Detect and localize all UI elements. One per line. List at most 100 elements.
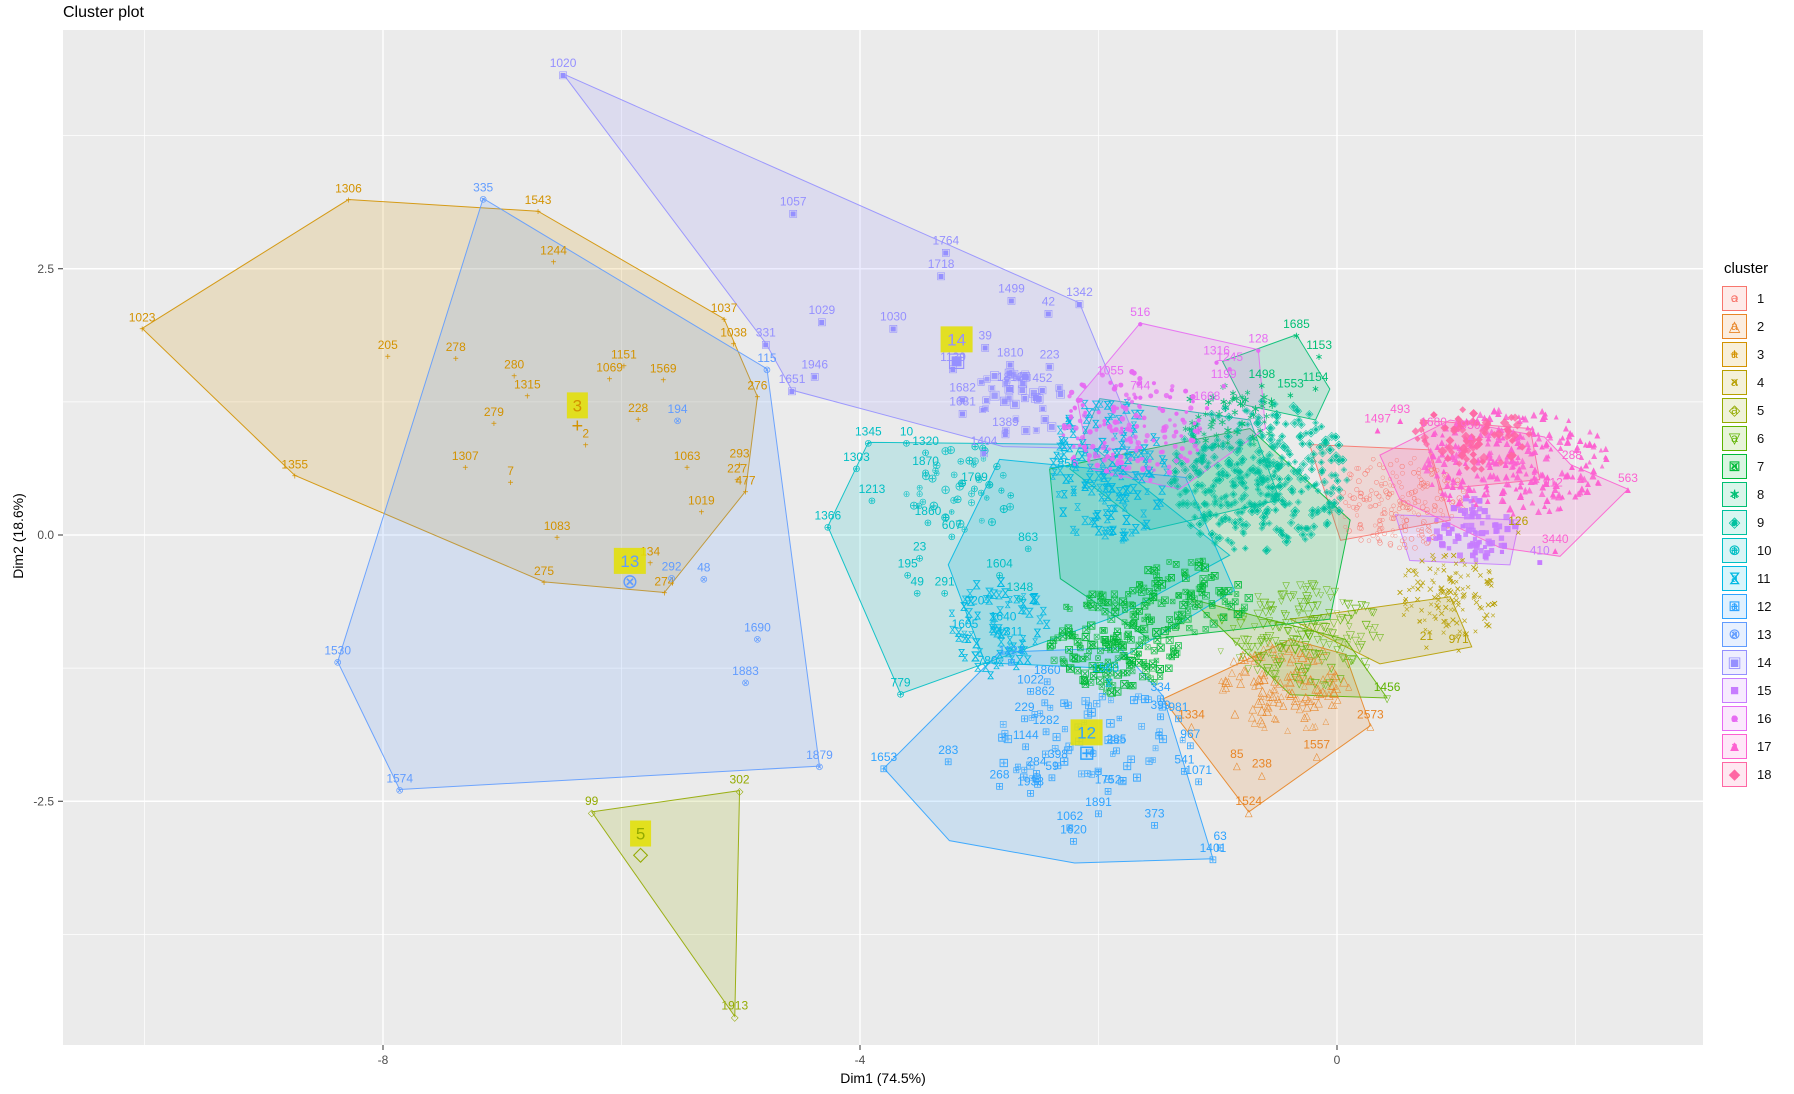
point-marker: ⊕	[995, 570, 1003, 581]
point-marker: ▣	[979, 448, 988, 459]
point-marker: ◈	[1296, 431, 1305, 443]
point-marker: ●	[1107, 378, 1113, 389]
point-marker: ▽	[1282, 581, 1290, 592]
point-marker: ▽	[1260, 632, 1267, 642]
point-marker: ▲	[1469, 484, 1478, 495]
point-marker: ○	[1388, 474, 1393, 484]
point-marker: ⊠	[1096, 596, 1103, 605]
asterisk-icon: a ∗	[1722, 481, 1747, 507]
point-marker: ⊠	[1223, 584, 1233, 598]
point-marker: ⊠	[1194, 559, 1205, 574]
point-marker: △	[1278, 651, 1287, 663]
point-marker: ⊠	[1089, 637, 1100, 652]
point-marker: ⊠	[1147, 674, 1155, 684]
point-marker: ▣	[817, 317, 826, 328]
point-marker: ⋈	[1138, 443, 1152, 456]
point-marker: ○	[1370, 529, 1377, 542]
point-marker: ▽	[1236, 616, 1246, 630]
point-marker: ◈	[1259, 471, 1269, 485]
point-marker: ⋈	[1119, 439, 1129, 447]
point-marker: ◈	[1278, 438, 1288, 453]
point-marker: ◈	[1265, 459, 1274, 472]
point-marker: ⋈	[1111, 432, 1120, 440]
point-marker: ⊠	[1119, 668, 1128, 679]
point-marker: ▽	[1337, 674, 1345, 685]
point-marker: ▽	[1315, 649, 1324, 661]
point-marker: ▽	[1304, 609, 1313, 621]
point-marker: ◈	[1210, 480, 1218, 491]
point-marker: ▽	[1264, 636, 1273, 648]
point-marker: ⊠	[1178, 598, 1188, 612]
point-marker: ⋈	[1107, 409, 1118, 419]
point-label: 920	[964, 594, 984, 608]
point-marker: ∗	[1190, 433, 1198, 444]
hourglass-icon: a ⋈	[1722, 565, 1747, 591]
point-marker: ⊠	[1165, 651, 1172, 661]
point-marker: ◈	[1178, 457, 1187, 469]
point-marker: ◈	[1218, 513, 1226, 524]
point-marker: ▽	[1383, 694, 1391, 705]
point-marker: ◈	[1224, 453, 1234, 467]
point-marker: ○	[1407, 501, 1414, 515]
legend-entry-label: 15	[1757, 683, 1771, 698]
point-marker: ○	[1399, 459, 1406, 473]
point-marker: ∗	[1202, 409, 1210, 419]
legend-entry-16: a ● 16	[1722, 704, 1771, 732]
point-marker: ▽	[1258, 616, 1268, 630]
point-marker: ⊠	[1167, 619, 1175, 630]
point-marker: ⊠	[1195, 583, 1202, 593]
point-marker: ⊠	[1133, 652, 1140, 661]
point-marker: ○	[1433, 502, 1439, 513]
point-marker: ⋈	[986, 623, 998, 634]
point-marker: ▽	[1270, 668, 1279, 680]
legend-entry-5: a ◇ 5	[1722, 396, 1771, 424]
point-marker: ⋈	[970, 579, 983, 591]
point-marker: ○	[1349, 493, 1355, 504]
point-marker: ◈	[1278, 453, 1286, 464]
point-marker: ▽	[1303, 595, 1310, 605]
point-marker: ◈	[1265, 456, 1274, 468]
point-marker: ⊕	[942, 513, 950, 524]
point-marker: ⋈	[1109, 448, 1120, 458]
point-marker: ◆	[1479, 456, 1486, 466]
point-marker: ◈	[1266, 431, 1276, 446]
point-marker: ⊠	[1064, 631, 1073, 642]
point-marker: ▽	[1240, 634, 1249, 646]
point-label: 1345	[855, 424, 882, 438]
point-marker: △	[1301, 690, 1311, 704]
point-marker: ○	[1437, 486, 1444, 498]
point-marker: ⊕	[864, 438, 872, 449]
point-marker: ⊕	[946, 443, 956, 457]
legend-key-glyph: ◆	[1723, 763, 1746, 786]
point-marker: ○	[1368, 490, 1373, 500]
point-marker: ▣	[980, 342, 989, 353]
point-marker: ◆	[1446, 435, 1455, 447]
point-marker: ◈	[1269, 430, 1276, 440]
legend-entry-12: a ⊞ 12	[1722, 592, 1771, 620]
point-label: 1366	[814, 508, 841, 522]
point-marker: ⊠	[1110, 595, 1119, 606]
point-marker: ○	[1428, 463, 1435, 476]
point-marker: ◈	[1311, 480, 1318, 490]
point-marker: ▽	[1340, 653, 1347, 663]
point-marker: ×	[1453, 568, 1458, 578]
point-marker: ⊕	[909, 499, 919, 513]
point-marker: ◆	[1526, 429, 1533, 439]
point-marker: ○	[1434, 465, 1440, 475]
center-marker: ◇	[633, 844, 649, 866]
point-marker: ∗	[1229, 388, 1238, 400]
point-marker: ×	[1402, 596, 1408, 607]
point-marker: ×	[1454, 583, 1461, 596]
point-marker: ⋈	[1140, 455, 1150, 464]
point-marker: ⋈	[1104, 504, 1114, 513]
point-marker: ■	[1537, 558, 1543, 569]
point-label: 477	[736, 473, 756, 487]
point-marker: ◈	[1276, 435, 1283, 445]
point-marker: ○	[1339, 484, 1347, 499]
point-marker: ○	[1378, 479, 1384, 490]
point-marker: ◈	[1310, 521, 1319, 533]
point-marker: ⋈	[1105, 400, 1116, 410]
point-marker: ⋈	[1117, 472, 1127, 481]
point-marker: ◈	[1299, 528, 1308, 540]
point-label: 863	[1018, 530, 1038, 544]
